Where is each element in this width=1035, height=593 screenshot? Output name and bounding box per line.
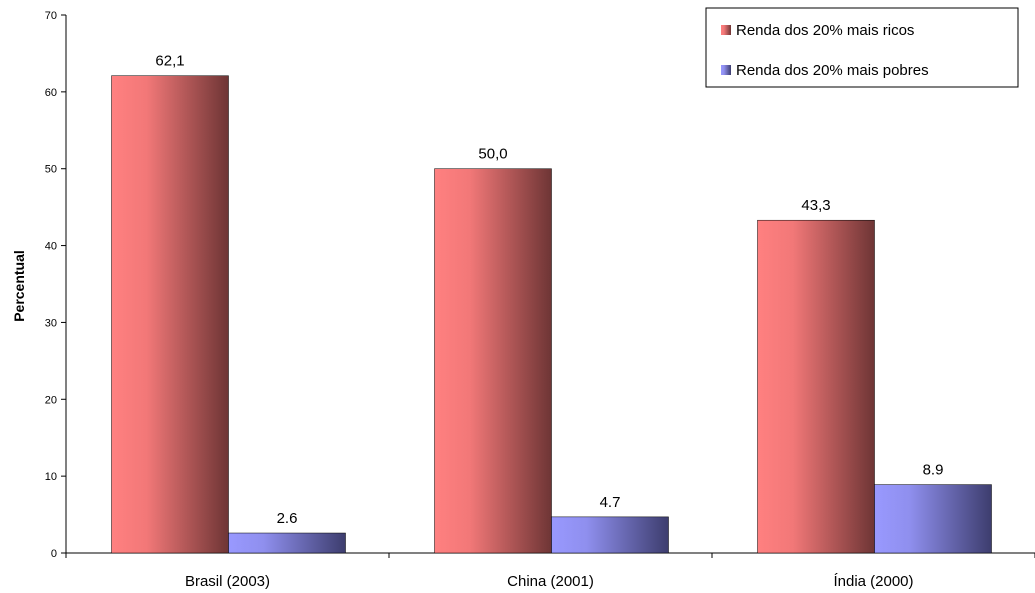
y-tick-label: 50 <box>45 164 57 176</box>
bar-rich <box>757 219 875 554</box>
y-tick-label: 30 <box>45 317 57 329</box>
legend-swatch-poor <box>721 65 731 75</box>
legend-label-poor: Renda dos 20% mais pobres <box>736 62 929 79</box>
data-label: 8.9 <box>923 462 944 479</box>
legend: Renda dos 20% mais ricos Renda dos 20% m… <box>705 7 1019 88</box>
y-axis-title: Percentual <box>11 250 27 322</box>
category-label: Brasil (2003) <box>185 573 270 590</box>
bar-rich <box>434 168 552 554</box>
legend-swatch-rich <box>721 25 731 35</box>
bar-poor <box>551 516 669 554</box>
labels: Brasil (2003) 62,1 2.6 China (2001) 50,0 4.7 Í… <box>155 53 943 590</box>
bar-poor <box>874 484 992 554</box>
legend-label-rich: Renda dos 20% mais ricos <box>736 22 914 39</box>
category-label: Índia (2000) <box>833 573 913 590</box>
y-tick-label: 20 <box>45 394 57 406</box>
bars <box>111 75 992 554</box>
bar-poor <box>228 532 346 554</box>
data-label: 50,0 <box>478 146 507 163</box>
data-label: 43,3 <box>801 197 830 214</box>
y-tick-label: 60 <box>45 87 57 99</box>
y-tick-label: 10 <box>45 471 57 483</box>
bar-rich <box>111 75 229 554</box>
y-tick-label: 0 <box>51 548 57 560</box>
legend-box <box>705 7 1019 88</box>
data-label: 4.7 <box>600 494 621 511</box>
data-label: 62,1 <box>155 53 184 70</box>
y-tick-label: 40 <box>45 241 57 253</box>
data-label: 2.6 <box>277 510 298 527</box>
y-tick-label: 70 <box>45 10 57 22</box>
category-label: China (2001) <box>507 573 594 590</box>
